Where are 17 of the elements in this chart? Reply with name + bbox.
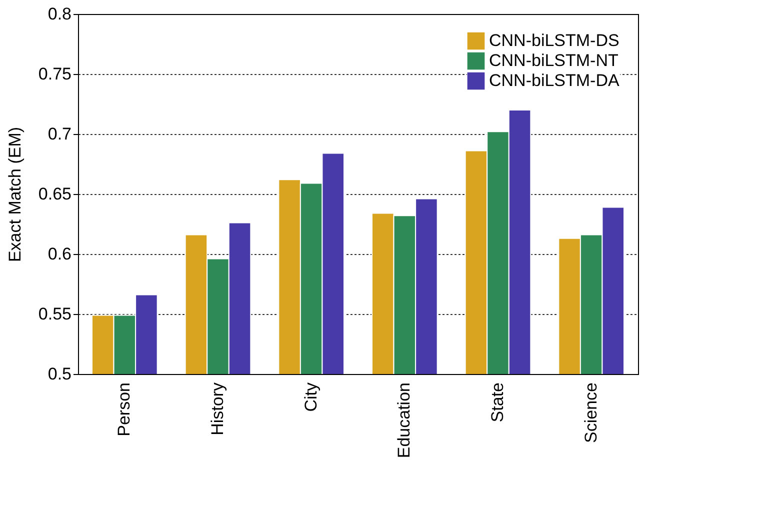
y-tick-label: 0.65 — [38, 184, 72, 204]
y-tick-label: 0.55 — [38, 304, 72, 324]
y-axis-title: Exact Match (EM) — [5, 126, 24, 262]
y-tick-label: 0.5 — [48, 364, 72, 384]
legend-label: CNN-biLSTM-DS — [489, 31, 620, 50]
y-tick-label: 0.8 — [48, 4, 72, 24]
y-tick-label: 0.7 — [48, 124, 72, 144]
x-tick-label: Person — [114, 382, 134, 436]
legend-label: CNN-biLSTM-DA — [489, 71, 620, 90]
y-tick-label: 0.6 — [48, 244, 72, 264]
legend-label: CNN-biLSTM-NT — [489, 51, 618, 70]
x-tick-label: Education — [394, 382, 414, 458]
x-tick-label: State — [488, 382, 507, 422]
x-tick-label: City — [301, 382, 320, 412]
x-tick-label: History — [208, 382, 227, 436]
y-tick-label: 0.75 — [38, 64, 72, 84]
x-tick-label: Science — [581, 382, 600, 443]
